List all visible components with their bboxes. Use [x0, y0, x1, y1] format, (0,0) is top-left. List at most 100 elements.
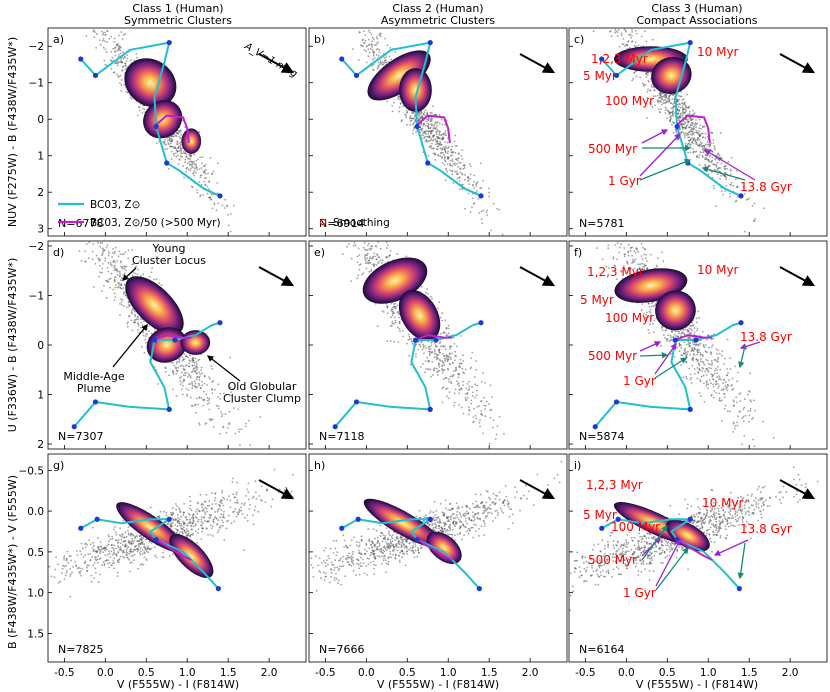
scatter-point: [479, 425, 481, 428]
scatter-point: [379, 60, 382, 62]
scatter-point: [695, 150, 698, 153]
scatter-point: [187, 356, 190, 359]
scatter-point: [200, 397, 203, 399]
scatter-point: [408, 354, 411, 357]
scatter-point: [412, 112, 414, 115]
scatter-point: [117, 43, 119, 45]
scatter-point: [671, 114, 674, 117]
track-solar-b: [341, 41, 482, 197]
scatter-point: [224, 207, 226, 209]
scatter-point: [458, 392, 461, 395]
scatter-point: [358, 31, 361, 33]
scatter-point: [191, 186, 194, 189]
scatter-point: [127, 301, 130, 304]
scatter-point: [690, 382, 693, 384]
scatter-point: [411, 117, 414, 120]
scatter-point: [169, 142, 172, 145]
scatter-point: [207, 196, 210, 199]
scatter-point: [447, 146, 450, 148]
scatter-point: [669, 339, 672, 341]
y-tick-label: 0: [37, 340, 44, 352]
scatter-point: [462, 354, 464, 357]
scatter-point: [484, 408, 486, 411]
scatter-point: [202, 194, 205, 196]
scatter-point: [652, 95, 655, 98]
scatter-point: [720, 174, 723, 177]
track-marker: [613, 72, 620, 79]
scatter-point: [189, 354, 191, 357]
scatter-point: [707, 370, 710, 373]
scatter-point: [381, 310, 384, 312]
scatter-point: [449, 356, 452, 359]
scatter-point: [716, 161, 719, 164]
scatter-point: [143, 320, 145, 323]
scatter-point: [695, 126, 697, 129]
scatter-point: [185, 170, 188, 173]
scatter-point: [720, 389, 723, 392]
scatter-point: [754, 217, 756, 220]
scatter-point: [427, 119, 430, 122]
scatter-point: [378, 51, 381, 54]
scatter-point: [177, 133, 180, 135]
scatter-point: [361, 273, 363, 276]
scatter-point: [124, 68, 127, 70]
scatter-point: [183, 358, 186, 361]
scatter-point: [373, 44, 376, 46]
scatter-point: [191, 404, 193, 407]
scatter-point: [455, 170, 458, 173]
scatter-point: [142, 334, 145, 337]
reddening-arrow: [779, 53, 816, 74]
scatter-point: [107, 252, 110, 255]
scatter-point: [417, 348, 420, 351]
scatter-point: [478, 212, 481, 214]
scatter-point: [188, 362, 191, 365]
scatter-point: [425, 368, 427, 370]
scatter-point: [691, 131, 694, 133]
scatter-point: [452, 404, 455, 407]
scatter-point: [102, 37, 105, 40]
scatter-point: [244, 425, 247, 428]
scatter-point: [112, 261, 115, 263]
scatter-point: [441, 123, 444, 126]
scatter-point: [189, 375, 192, 378]
scatter-point: [373, 51, 375, 54]
scatter-point: [679, 106, 682, 109]
scatter-point: [476, 181, 479, 183]
scatter-point: [705, 157, 708, 160]
scatter-point: [200, 366, 203, 369]
scatter-point: [711, 362, 713, 364]
scatter-point: [471, 395, 474, 397]
scatter-point: [376, 37, 379, 40]
scatter-point: [119, 46, 122, 49]
scatter-point: [459, 358, 462, 361]
scatter-point: [451, 158, 454, 161]
scatter-point: [234, 432, 237, 435]
scatter-point: [99, 39, 101, 41]
scatter-point: [373, 57, 376, 60]
scatter-point: [364, 258, 367, 260]
scatter-point: [373, 252, 376, 255]
scatter-point: [693, 368, 696, 370]
scatter-point: [106, 41, 108, 43]
scatter-point: [707, 387, 710, 390]
scatter-point: [720, 162, 723, 165]
scatter-point: [377, 54, 380, 57]
scatter-point: [748, 190, 750, 193]
scatter-point: [472, 197, 474, 200]
scatter-point: [713, 145, 715, 147]
scatter-point: [138, 109, 141, 112]
scatter-point: [112, 288, 115, 291]
scatter-point: [385, 241, 388, 244]
scatter-point: [193, 362, 196, 364]
scatter-point: [166, 139, 169, 142]
scatter-point: [433, 127, 436, 130]
scatter-point: [99, 241, 102, 244]
scatter-point: [620, 34, 623, 36]
track-sub-c: [676, 114, 711, 144]
scatter-point: [708, 145, 711, 148]
scatter-point: [195, 159, 198, 162]
scatter-point: [436, 367, 438, 370]
scatter-point: [126, 91, 129, 94]
scatter-point: [461, 188, 464, 191]
scatter-point: [698, 316, 701, 319]
